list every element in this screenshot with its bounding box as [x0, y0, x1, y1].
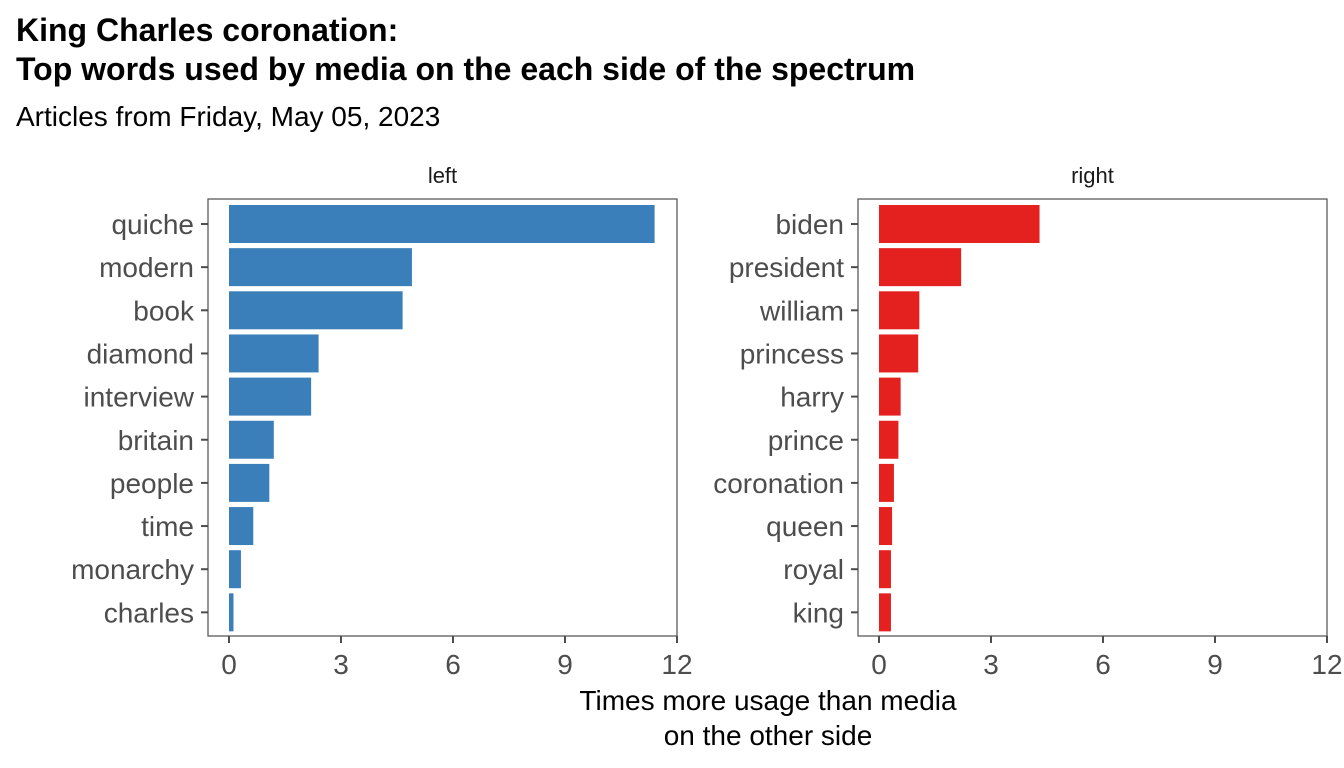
y-tick-label: quiche	[111, 209, 194, 240]
chart-subtitle: Articles from Friday, May 05, 2023	[16, 101, 441, 132]
bar	[879, 291, 920, 330]
x-tick-label: 9	[1207, 649, 1223, 680]
x-tick-label: 9	[557, 649, 573, 680]
bar	[229, 377, 312, 416]
bar	[879, 593, 891, 632]
y-tick-label: king	[793, 597, 844, 628]
y-tick-label: coronation	[713, 468, 844, 499]
chart-title-line-2: Top words used by media on the each side…	[16, 51, 916, 87]
x-tick-label: 0	[871, 649, 887, 680]
y-tick-label: book	[133, 295, 195, 326]
chart-title-line-1: King Charles coronation:	[16, 12, 399, 48]
y-tick-label: queen	[766, 511, 844, 542]
bar	[879, 550, 891, 589]
bar	[879, 377, 901, 416]
bar	[879, 420, 899, 459]
y-tick-label: royal	[783, 554, 844, 585]
x-axis-label-line-1: Times more usage than media	[579, 685, 957, 716]
y-tick-label: britain	[118, 425, 194, 456]
facet-strip-label: left	[428, 163, 457, 188]
bar	[229, 463, 270, 502]
x-tick-label: 3	[333, 649, 349, 680]
x-axis-label-line-2: on the other side	[663, 720, 873, 751]
y-tick-label: time	[141, 511, 194, 542]
y-tick-label: modern	[99, 252, 194, 283]
y-tick-label: diamond	[87, 338, 194, 369]
panel-border	[207, 198, 678, 637]
x-tick-label: 3	[983, 649, 999, 680]
y-tick-label: princess	[740, 338, 844, 369]
bar	[229, 334, 319, 373]
panel-border	[857, 198, 1328, 637]
y-tick-label: william	[759, 295, 844, 326]
bar	[229, 291, 403, 330]
x-tick-label: 12	[661, 649, 692, 680]
y-tick-label: people	[110, 468, 194, 499]
bar	[229, 248, 412, 287]
y-tick-label: charles	[104, 597, 194, 628]
y-tick-label: biden	[775, 209, 844, 240]
facet-strip-label: right	[1071, 163, 1114, 188]
y-tick-label: monarchy	[71, 554, 194, 585]
bar	[229, 550, 241, 589]
bar	[229, 420, 274, 459]
y-tick-label: interview	[84, 382, 195, 413]
x-tick-label: 12	[1311, 649, 1342, 680]
bar	[879, 334, 919, 373]
bar	[229, 507, 254, 546]
y-tick-label: president	[729, 252, 844, 283]
bar	[229, 593, 234, 632]
bar	[879, 248, 962, 287]
x-tick-label: 0	[221, 649, 237, 680]
bar	[879, 507, 893, 546]
bar	[229, 205, 655, 243]
y-tick-label: prince	[768, 425, 844, 456]
bar	[879, 205, 1040, 243]
x-tick-label: 6	[445, 649, 461, 680]
x-tick-label: 6	[1095, 649, 1111, 680]
y-tick-label: harry	[780, 382, 844, 413]
bar	[879, 463, 894, 502]
